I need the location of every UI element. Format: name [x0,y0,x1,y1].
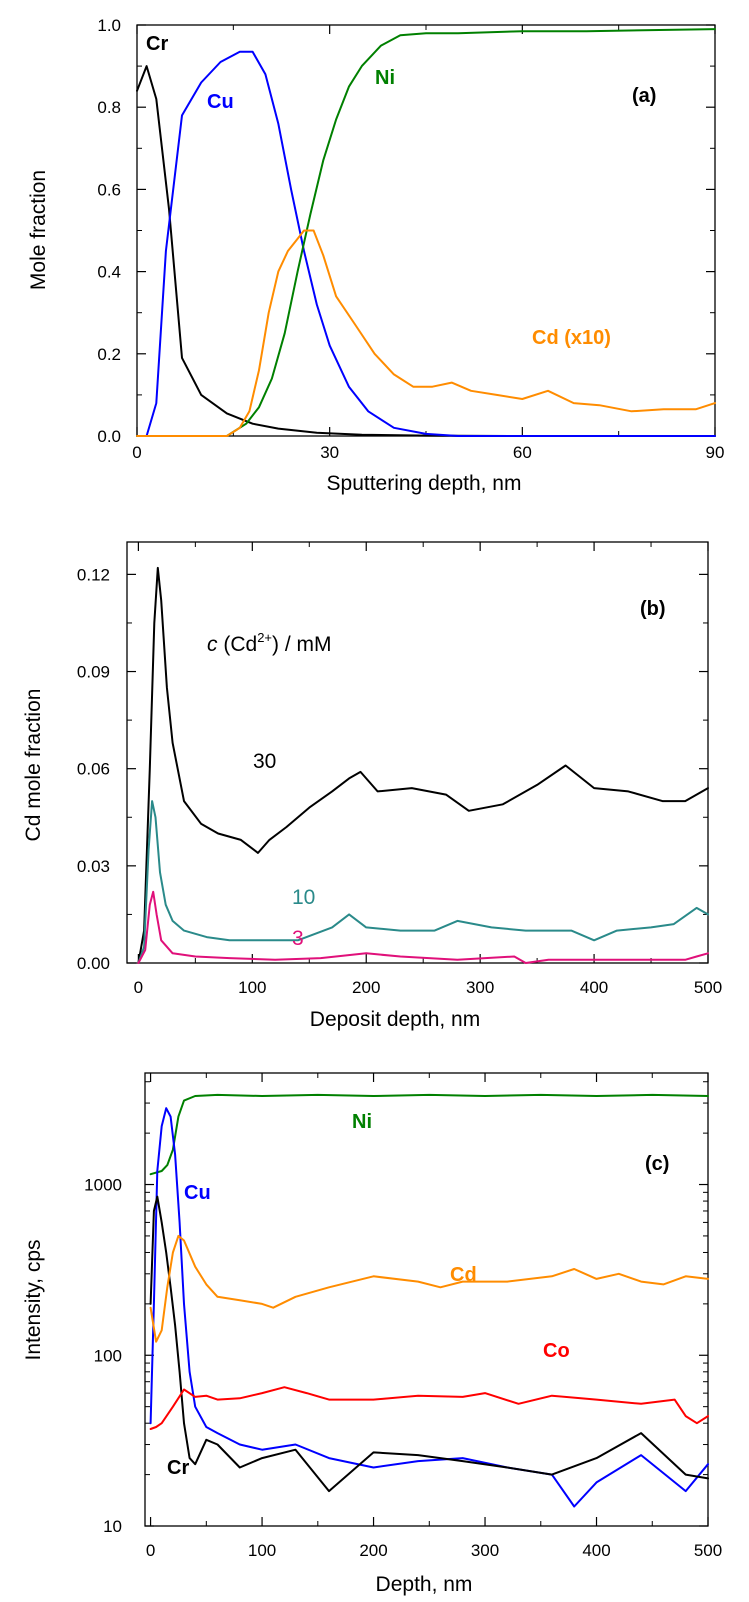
panel-c-x-axis-title: Depth, nm [376,1573,473,1596]
panel-a-x-tick-label: 30 [320,443,339,462]
panel-a-frame [136,24,716,437]
panel-b-y-axis-title: Cd mole fraction [22,689,45,842]
panel-b-label-10: 10 [292,886,315,909]
panel-c-x-tick-label: 400 [582,1541,610,1560]
panel-b-y-tick-label: 0.09 [77,663,110,682]
panel-b: 0 100 200 300 400 500 0.00 0.03 0.06 0.09 0.12 Dep… [22,541,722,1031]
panel-b-y-tick-label: 0.03 [77,857,110,876]
panel-a-label-ni: Ni [375,67,395,89]
panel-b-x-axis-title: Deposit depth, nm [310,1008,480,1031]
panel-a-label-cr: Cr [146,33,168,55]
panel-c-x-tick-label: 200 [359,1541,387,1560]
panel-a-x-tick-label: 90 [706,443,725,462]
panel-c-x-tick-label: 0 [146,1541,155,1560]
panel-a-x-axis-title: Sputtering depth, nm [327,472,522,495]
panel-b-y-tick-label: 0.00 [77,954,110,973]
panel-b-x-tick-label: 400 [580,978,608,997]
panel-b-x-tick-label: 500 [694,978,722,997]
panel-b-x-tick-label: 100 [238,978,266,997]
panel-b-series-10 [137,800,709,964]
panel-c-label-cd: Cd [450,1264,477,1286]
panel-a-axes: 0 30 60 90 0.0 0.2 0.4 0.6 0.8 1.0 [97,16,724,462]
panel-b-label-3: 3 [292,927,304,950]
panel-a-series-ni [136,28,716,437]
panel-b-y-tick-label: 0.12 [77,565,110,584]
panel-c-label-cr: Cr [167,1457,189,1479]
panel-a-label-cu: Cu [207,91,234,113]
panel-b-x-tick-label: 200 [352,978,380,997]
panel-a-series [136,28,716,437]
panel-b-y-tick-label: 0.06 [77,760,110,779]
panel-b-series-30 [137,566,709,964]
panel-c-frame [144,1072,709,1527]
panel-c-axes: 0 100 200 300 400 500 10 100 1000 [84,1073,722,1560]
panel-c: 0 100 200 300 400 500 10 100 1000 Depth, nm Inte… [22,1072,722,1596]
legend-title-ion: (Cd [218,633,258,656]
panel-c-label-cu: Cu [184,1182,211,1204]
panel-c-series-cd [149,1234,709,1343]
panel-c-y-tick-label: 10 [103,1517,122,1536]
panel-c-series-cu [149,1107,709,1508]
panel-a-x-tick-label: 60 [513,443,532,462]
panel-a-series-cr [136,65,716,437]
panel-c-y-tick-label: 100 [94,1346,122,1365]
panel-a-tag: (a) [632,85,656,107]
panel-c-series-cr [149,1195,709,1493]
panel-b-series-3 [137,890,709,964]
panel-a-y-tick-label: 0.2 [97,345,121,364]
legend-title-c: c [207,633,218,656]
panel-c-series-co [149,1386,709,1430]
panel-a-y-axis-title: Mole fraction [27,170,50,290]
panel-a: 0 30 60 90 0.0 0.2 0.4 0.6 0.8 1.0 Sputtering dep… [27,16,724,495]
panel-c-y-tick-label: 1000 [84,1176,122,1195]
legend-title-charge: 2+ [257,630,272,645]
panel-c-label-co: Co [543,1340,570,1362]
panel-b-x-tick-label: 300 [466,978,494,997]
panel-b-x-tick-label: 0 [134,978,143,997]
panel-c-y-axis-title: Intensity, cps [22,1240,45,1361]
panel-c-x-tick-label: 100 [248,1541,276,1560]
panel-b-frame [126,541,709,964]
panel-a-y-tick-label: 1.0 [97,16,121,35]
panel-c-x-tick-label: 500 [694,1541,722,1560]
panel-b-axes: 0 100 200 300 400 500 0.00 0.03 0.06 0.09 0.12 [77,542,722,997]
panel-a-series-cu [136,50,716,437]
panel-c-x-tick-label: 300 [471,1541,499,1560]
panel-a-x-tick-label: 0 [132,443,141,462]
panel-c-series [149,1093,709,1508]
panel-b-tag: (b) [640,598,666,620]
panel-c-series-ni [149,1093,709,1176]
panel-c-tag: (c) [645,1153,669,1175]
panel-a-label-cd: Cd (x10) [532,327,611,349]
panel-a-y-tick-label: 0.4 [97,263,121,282]
panel-a-y-tick-label: 0.8 [97,98,121,117]
panel-b-legend-title: c (Cd2+) / mM [207,630,332,656]
panel-a-y-tick-label: 0.6 [97,180,121,199]
panel-a-series-cd-x10 [136,229,716,437]
panel-b-label-30: 30 [253,750,276,773]
panel-c-label-ni: Ni [352,1111,372,1133]
panel-b-series [137,566,709,964]
legend-title-unit: ) / mM [272,633,331,656]
panel-a-y-tick-label: 0.0 [97,427,121,446]
